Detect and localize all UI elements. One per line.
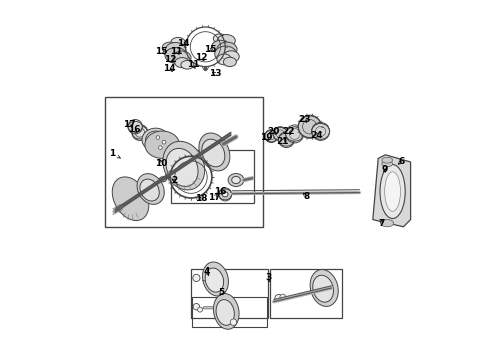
- Ellipse shape: [273, 127, 288, 140]
- Ellipse shape: [140, 179, 159, 201]
- Bar: [191, 269, 268, 318]
- Text: 8: 8: [303, 192, 309, 201]
- Text: 1: 1: [109, 149, 120, 158]
- Text: 14: 14: [177, 40, 190, 49]
- Text: 3: 3: [265, 274, 271, 282]
- Ellipse shape: [286, 127, 304, 141]
- Text: 18: 18: [195, 194, 207, 203]
- Text: 16: 16: [214, 187, 226, 196]
- Ellipse shape: [166, 148, 198, 186]
- Ellipse shape: [217, 42, 237, 57]
- Ellipse shape: [213, 34, 226, 43]
- Text: 15: 15: [155, 47, 168, 56]
- Circle shape: [197, 307, 202, 312]
- Circle shape: [159, 146, 162, 149]
- Text: 9: 9: [382, 165, 388, 174]
- Ellipse shape: [382, 161, 392, 167]
- Bar: [171, 150, 254, 203]
- Ellipse shape: [202, 139, 225, 167]
- Circle shape: [156, 136, 160, 139]
- Text: 15: 15: [204, 45, 216, 54]
- Circle shape: [230, 319, 237, 325]
- Ellipse shape: [382, 157, 392, 163]
- Ellipse shape: [112, 177, 149, 221]
- Text: 10: 10: [155, 159, 168, 168]
- Ellipse shape: [228, 174, 244, 186]
- Ellipse shape: [312, 123, 330, 139]
- Ellipse shape: [313, 275, 334, 302]
- Polygon shape: [202, 307, 215, 309]
- Circle shape: [193, 274, 200, 282]
- Circle shape: [275, 294, 282, 302]
- Bar: [192, 297, 267, 327]
- Ellipse shape: [163, 141, 205, 190]
- Circle shape: [162, 140, 166, 144]
- Text: 14: 14: [163, 64, 176, 73]
- Text: 22: 22: [282, 127, 294, 136]
- Text: 19: 19: [260, 133, 272, 142]
- Ellipse shape: [173, 51, 191, 64]
- Ellipse shape: [137, 174, 164, 204]
- Text: 12: 12: [164, 55, 176, 64]
- Ellipse shape: [142, 128, 170, 151]
- Ellipse shape: [265, 130, 278, 142]
- Ellipse shape: [380, 165, 405, 219]
- Ellipse shape: [181, 60, 194, 69]
- Ellipse shape: [217, 35, 235, 47]
- Ellipse shape: [162, 42, 178, 53]
- Ellipse shape: [205, 268, 223, 292]
- Text: 23: 23: [298, 115, 311, 124]
- Ellipse shape: [202, 262, 228, 296]
- Text: 11: 11: [187, 60, 199, 69]
- Ellipse shape: [278, 133, 294, 146]
- Ellipse shape: [217, 54, 231, 65]
- Bar: [270, 269, 342, 318]
- Ellipse shape: [310, 270, 338, 306]
- Ellipse shape: [215, 46, 236, 62]
- Ellipse shape: [223, 57, 236, 67]
- Text: 17: 17: [208, 193, 220, 202]
- Ellipse shape: [166, 172, 174, 179]
- Text: 17: 17: [123, 120, 135, 129]
- Text: 6: 6: [398, 157, 405, 166]
- Ellipse shape: [222, 192, 228, 197]
- Text: 11: 11: [171, 47, 183, 56]
- Ellipse shape: [146, 131, 166, 148]
- Text: 21: 21: [276, 137, 289, 146]
- Ellipse shape: [223, 51, 239, 62]
- Ellipse shape: [128, 121, 143, 132]
- Ellipse shape: [214, 293, 239, 329]
- Text: 2: 2: [172, 176, 178, 185]
- Ellipse shape: [385, 172, 400, 211]
- Text: 12: 12: [195, 53, 207, 62]
- Bar: [104, 97, 263, 227]
- Ellipse shape: [171, 37, 185, 48]
- Ellipse shape: [159, 177, 167, 182]
- Ellipse shape: [132, 126, 148, 139]
- Text: 4: 4: [204, 267, 210, 276]
- Text: 13: 13: [209, 69, 222, 78]
- Polygon shape: [373, 155, 411, 227]
- Ellipse shape: [175, 58, 189, 68]
- Text: 7: 7: [379, 220, 385, 229]
- Ellipse shape: [381, 220, 393, 227]
- Ellipse shape: [166, 42, 186, 57]
- Text: 5: 5: [219, 288, 225, 297]
- Ellipse shape: [219, 189, 232, 200]
- Text: 20: 20: [267, 127, 279, 136]
- Text: 24: 24: [311, 131, 323, 140]
- Circle shape: [280, 294, 286, 300]
- Ellipse shape: [232, 176, 240, 184]
- Circle shape: [193, 303, 199, 310]
- Ellipse shape: [199, 133, 230, 171]
- Text: 16: 16: [128, 125, 141, 134]
- Ellipse shape: [212, 40, 229, 53]
- Ellipse shape: [165, 48, 187, 63]
- Ellipse shape: [298, 116, 321, 138]
- Ellipse shape: [145, 131, 179, 158]
- Ellipse shape: [216, 300, 234, 325]
